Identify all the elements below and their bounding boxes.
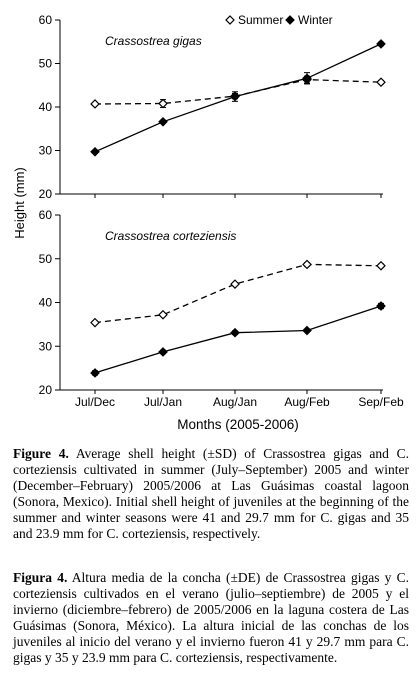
- winter-data-point: [230, 327, 240, 338]
- summer-data-point: [90, 317, 100, 328]
- y-tick-label: 60: [39, 208, 53, 222]
- winter-series-line: [94, 305, 382, 374]
- y-axis-label: Height (mm): [12, 167, 27, 239]
- x-tick-label: Aug/Jan: [213, 395, 257, 409]
- summer-data-point: [90, 99, 100, 109]
- y-tick-label: 40: [39, 296, 53, 310]
- figure-4-chart: Height (mm) Months (2005-2006) Summer Wi…: [12, 13, 404, 432]
- caption-spanish-label: Figura 4.: [13, 570, 68, 585]
- winter-data-point: [376, 39, 386, 49]
- panel-crassostrea-corteziensis: 20 30 40 50 60 Jul/Dec Jul/Jan Aug/Jan Aug/Feb Se…: [39, 208, 404, 409]
- summer-data-point: [376, 260, 386, 271]
- winter-data-point: [158, 347, 168, 357]
- panel-title: Crassostrea gigas: [105, 34, 202, 48]
- summer-data-point: [302, 259, 312, 270]
- summer-data-point: [230, 279, 240, 289]
- caption-english-label: Figure 4.: [13, 446, 69, 461]
- y-tick-label: 50: [39, 252, 53, 266]
- legend-summer-label: Summer: [238, 13, 283, 27]
- x-tick-label: Aug/Feb: [284, 395, 330, 409]
- summer-data-point: [376, 77, 386, 88]
- summer-data-point: [158, 98, 168, 109]
- y-tick-label: 20: [39, 383, 53, 397]
- y-tick-label: 50: [39, 57, 53, 71]
- x-tick-label: Sep/Feb: [358, 395, 404, 409]
- caption-spanish-text: Altura media de la concha (±DE) de Crass…: [13, 570, 409, 665]
- panel-title: Crassostrea corteziensis: [105, 229, 236, 243]
- x-tick-label: Jul/Dec: [75, 395, 115, 409]
- x-axis-label: Months (2005-2006): [177, 417, 299, 432]
- caption-english: Figure 4. Average shell height (±SD) of …: [13, 446, 409, 542]
- y-tick-label: 30: [39, 144, 53, 158]
- winter-data-point: [90, 368, 100, 378]
- caption-spanish: Figura 4. Altura media de la concha (±DE…: [13, 570, 409, 666]
- legend-winter-marker: [285, 15, 295, 25]
- x-tick-label: Jul/Jan: [144, 395, 182, 409]
- legend-winter-label: Winter: [298, 13, 333, 27]
- winter-data-point: [158, 116, 168, 127]
- winter-data-point: [302, 73, 312, 84]
- legend-summer-marker: [225, 15, 235, 25]
- y-tick-label: 60: [39, 13, 53, 27]
- legend: Summer Winter: [225, 13, 333, 27]
- caption-english-text: Average shell height (±SD) of Crassostre…: [13, 446, 410, 541]
- y-tick-label: 30: [39, 339, 53, 353]
- y-tick-label: 20: [39, 187, 53, 201]
- panel-crassostrea-gigas: 20 30 40 50 60 Crassostrea gigas: [39, 13, 386, 201]
- winter-data-point: [302, 325, 312, 336]
- winter-data-point: [376, 301, 386, 311]
- winter-data-point: [90, 146, 100, 157]
- summer-series-line: [94, 263, 382, 324]
- y-tick-label: 40: [39, 100, 53, 114]
- winter-data-point: [230, 91, 240, 102]
- summer-data-point: [158, 309, 168, 320]
